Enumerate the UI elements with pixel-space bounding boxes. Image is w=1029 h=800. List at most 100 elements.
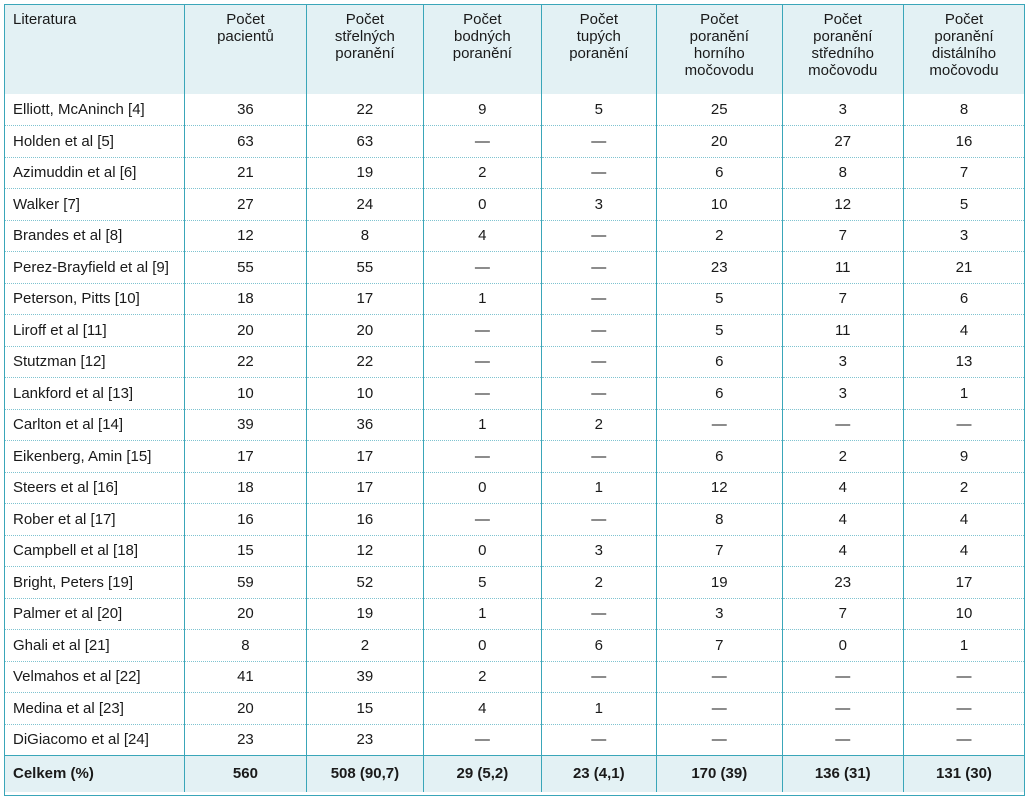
value-cell: — bbox=[540, 157, 657, 189]
value-cell: 10 bbox=[902, 598, 1024, 630]
reference-cell: Stutzman [12] bbox=[5, 346, 185, 378]
table-row: Palmer et al [20] 20 19 1—3 7 10 bbox=[5, 598, 1024, 630]
value-cell: 8 bbox=[305, 220, 424, 252]
value-cell: 15 bbox=[305, 692, 424, 725]
reference-cell: Ghali et al [21] bbox=[5, 629, 185, 662]
value-cell: — bbox=[902, 409, 1024, 441]
reference-cell: DiGiacomo et al [24] bbox=[13, 731, 149, 749]
value-cell: 39 bbox=[305, 661, 424, 693]
value-cell: 36 bbox=[184, 94, 307, 126]
table-row: Liroff et al [11] 20 20— —5 11 4 bbox=[5, 314, 1024, 347]
value-cell: 6 bbox=[656, 157, 783, 189]
value-cell: 10 bbox=[656, 188, 783, 221]
value-cell: 1 bbox=[902, 629, 1024, 662]
value-cell: 12 bbox=[781, 188, 904, 221]
reference-cell: Holden et al [5] bbox=[5, 125, 185, 158]
value-cell: 7 bbox=[656, 629, 783, 662]
table-body: Elliott, McAninch [4] 36 22 9 5 25 3 8 Holden et… bbox=[5, 94, 1024, 756]
table-row: Carlton et al [14] 39 36 1 2— — — bbox=[5, 409, 1024, 441]
value-cell: 0 bbox=[423, 472, 542, 504]
value-cell: 52 bbox=[305, 566, 424, 599]
column-header: Počet tupých poranění bbox=[540, 5, 657, 94]
value-cell: 20 bbox=[184, 314, 307, 347]
value-cell: 2 bbox=[540, 566, 657, 599]
value-cell: — bbox=[540, 724, 657, 756]
reference-cell: Lankford et al [13] bbox=[5, 377, 185, 410]
column-header: Počet střelných poranění bbox=[305, 5, 424, 94]
value-cell: — bbox=[781, 692, 904, 725]
reference-cell: Campbell et al [18] bbox=[5, 535, 185, 567]
value-cell: 2 bbox=[305, 629, 424, 662]
table-row: Medina et al [23] 20 15 4 1— — — bbox=[5, 692, 1024, 725]
value-cell: 7 bbox=[781, 283, 904, 315]
value-cell: 22 bbox=[184, 346, 307, 378]
value-cell: — bbox=[540, 125, 657, 158]
value-cell: 20 bbox=[184, 598, 307, 630]
value-cell: 17 bbox=[305, 440, 424, 473]
total-row: Celkem (%) 560 508 (90,7) 29 (5,2) 23 (4,1) 1… bbox=[5, 755, 1024, 792]
reference-cell: Elliott, McAninch [4] bbox=[5, 94, 185, 126]
value-cell: 16 bbox=[902, 125, 1024, 158]
value-cell: 21 bbox=[184, 157, 307, 189]
table-footer: Celkem (%) 560 508 (90,7) 29 (5,2) 23 (4,1) 1… bbox=[5, 755, 1024, 792]
reference-cell: Liroff et al [11] bbox=[5, 314, 185, 347]
value-cell: 7 bbox=[781, 220, 904, 252]
value-cell: — bbox=[423, 440, 542, 473]
table-row: Azimuddin et al [6] 21 19 2—6 8 7 bbox=[5, 157, 1024, 189]
value-cell: 13 bbox=[902, 346, 1024, 378]
reference-cell: Rober et al [17] bbox=[5, 503, 185, 536]
value-cell: 12 bbox=[184, 220, 307, 252]
value-cell: 16 bbox=[305, 503, 424, 536]
value-cell: — bbox=[540, 251, 657, 284]
value-cell: 4 bbox=[781, 503, 904, 536]
reference-cell: Palmer et al [20] bbox=[5, 598, 185, 630]
table-row: Rober et al [17] 16 16— —8 4 4 bbox=[5, 503, 1024, 536]
value-cell: 7 bbox=[781, 598, 904, 630]
value-cell: 3 bbox=[781, 94, 904, 126]
value-cell: 0 bbox=[423, 629, 542, 662]
value-cell: 1 bbox=[423, 283, 542, 315]
value-cell: 17 bbox=[184, 440, 307, 473]
value-cell: 55 bbox=[305, 251, 424, 284]
value-cell: 7 bbox=[902, 157, 1024, 189]
column-header: Počet bodných poranění bbox=[423, 5, 542, 94]
value-cell: — bbox=[540, 314, 657, 347]
table-row: Peterson, Pitts [10] 18 17 1—5 7 6 bbox=[5, 283, 1024, 315]
table-row: Brandes et al [8] 12 8 4—2 7 3 bbox=[5, 220, 1024, 252]
value-cell: — bbox=[656, 692, 783, 725]
value-cell: 5 bbox=[540, 94, 657, 126]
value-cell: 5 bbox=[656, 283, 783, 315]
value-cell: — bbox=[423, 125, 542, 158]
value-cell: — bbox=[540, 220, 657, 252]
value-cell: — bbox=[423, 377, 542, 410]
value-cell: 22 bbox=[305, 346, 424, 378]
reference-cell: Perez-Brayfield et al [9] bbox=[5, 251, 185, 284]
value-cell: 3 bbox=[540, 188, 657, 221]
table-row: Walker [7] 27 24 0 3 10 12 5 bbox=[5, 188, 1024, 221]
value-cell: 3 bbox=[902, 220, 1024, 252]
total-value: 131 (30) bbox=[902, 755, 1024, 792]
value-cell: 5 bbox=[656, 314, 783, 347]
value-cell: 5 bbox=[902, 188, 1024, 221]
value-cell: 20 bbox=[184, 692, 307, 725]
value-cell: 4 bbox=[902, 503, 1024, 536]
table-header: Literatura Počet pacientů Počet střelných … bbox=[5, 5, 1024, 94]
value-cell: 55 bbox=[184, 251, 307, 284]
column-header: Počet poranění středního močovodu bbox=[781, 5, 904, 94]
value-cell: 2 bbox=[902, 472, 1024, 504]
total-label: Celkem (%) bbox=[5, 755, 185, 792]
value-cell: — bbox=[540, 346, 657, 378]
value-cell: 5 bbox=[423, 566, 542, 599]
value-cell: 19 bbox=[305, 598, 424, 630]
reference-cell: Azimuddin et al [6] bbox=[5, 157, 185, 189]
value-cell: 18 bbox=[184, 283, 307, 315]
table-row: Ghali et al [21] 8 2 0 6 7 0 1 bbox=[5, 629, 1024, 662]
value-cell: 8 bbox=[781, 157, 904, 189]
table-row: Holden et al [5] 63 63— —20 27 16 bbox=[5, 125, 1024, 158]
table-row: Campbell et al [18] 15 12 0 3 7 4 4 bbox=[5, 535, 1024, 567]
value-cell: 25 bbox=[656, 94, 783, 126]
value-cell: 3 bbox=[781, 346, 904, 378]
value-cell: 21 bbox=[902, 251, 1024, 284]
value-cell: 41 bbox=[184, 661, 307, 693]
value-cell: 12 bbox=[656, 472, 783, 504]
